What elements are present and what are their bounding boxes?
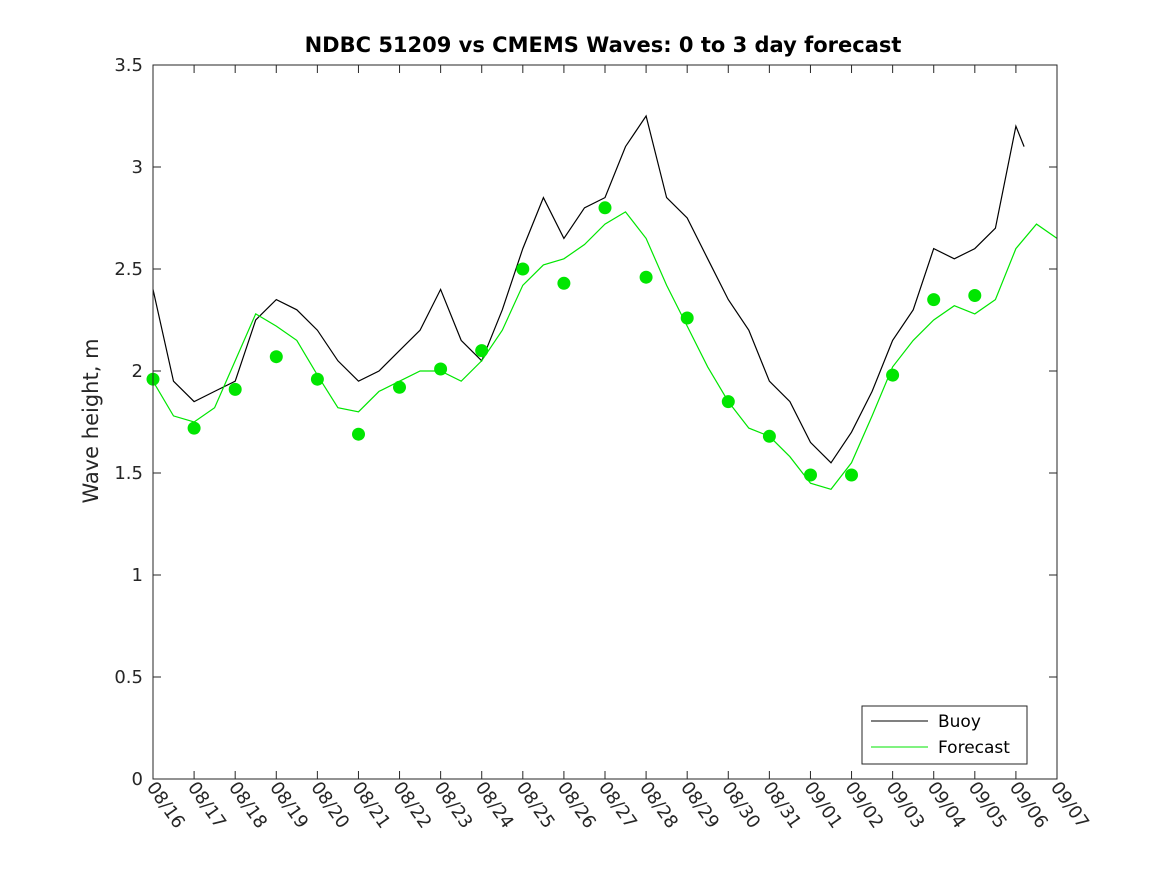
y-tick-label: 1.5: [114, 463, 143, 484]
x-tick-label: 09/04: [923, 778, 970, 833]
forecast-start-point: [886, 368, 900, 382]
plot-area: [146, 114, 1058, 490]
x-tick-label: 08/26: [553, 778, 600, 833]
x-tick-label: 08/19: [265, 778, 312, 833]
x-tick-label: 09/05: [964, 778, 1011, 833]
forecast-start-point: [228, 382, 242, 396]
forecast-start-point: [804, 468, 817, 482]
y-tick-label: 2.5: [114, 259, 143, 280]
y-tick-label: 3.5: [114, 55, 143, 76]
forecast-start-point: [968, 289, 982, 302]
x-tick-label: 08/22: [389, 778, 436, 833]
x-tick-label: 09/01: [799, 778, 846, 833]
forecast-start-point: [721, 395, 735, 409]
x-tick-label: 08/18: [224, 778, 271, 833]
y-tick-label: 3: [132, 157, 143, 178]
x-tick-label: 08/17: [183, 778, 230, 833]
forecast-start-point: [845, 468, 858, 482]
x-tick-label: 08/29: [676, 778, 723, 833]
legend: Buoy Forecast: [861, 705, 1028, 765]
forecast-start-point: [310, 372, 324, 386]
x-tick-label: 08/25: [512, 778, 559, 833]
forecast-start-point: [680, 311, 694, 325]
x-tick-label: 09/07: [1046, 778, 1093, 833]
x-tick-label: 08/21: [347, 778, 394, 833]
x-tick-label: 08/31: [758, 778, 805, 833]
y-tick-label: 0: [132, 769, 143, 790]
forecast-start-point: [187, 421, 201, 435]
y-tick-label: 1: [132, 565, 143, 586]
forecast-start-point: [475, 344, 489, 358]
forecast-start-point: [557, 276, 571, 290]
forecast-start-point: [434, 362, 448, 376]
forecast-start-point: [927, 293, 941, 307]
x-tick-label: 09/06: [1005, 778, 1052, 833]
legend-forecast-label: Forecast: [938, 738, 1010, 758]
x-tick-label: 08/27: [594, 778, 641, 833]
legend-buoy-label: Buoy: [938, 712, 981, 732]
buoy-series-line: [152, 114, 1025, 464]
y-tick-label: 2: [132, 361, 143, 382]
x-tick-label: 09/02: [841, 778, 888, 833]
y-tick-label: 0.5: [114, 667, 143, 688]
x-tick-label: 08/28: [635, 778, 682, 833]
x-tick-label: 08/23: [430, 778, 477, 833]
x-tick-label: 08/20: [306, 778, 353, 833]
chart-title: NDBC 51209 vs CMEMS Waves: 0 to 3 day fo…: [305, 33, 902, 57]
forecast-start-point: [393, 380, 406, 394]
forecast-start-point: [352, 427, 365, 441]
forecast-start-point: [639, 270, 653, 284]
x-tick-label: 08/24: [471, 778, 518, 833]
x-tick-label: 08/16: [142, 778, 189, 833]
forecast-series-line: [152, 211, 1058, 490]
x-tick-label: 08/30: [717, 778, 764, 833]
forecast-start-point: [516, 262, 530, 276]
legend-box: [861, 705, 1028, 765]
forecast-start-point: [269, 350, 283, 364]
forecast-start-point: [598, 201, 612, 215]
y-axis-label: Wave height, m: [79, 338, 103, 503]
x-tick-label: 09/03: [882, 778, 929, 833]
axes-box: [152, 64, 1058, 780]
forecast-start-point: [762, 429, 776, 443]
